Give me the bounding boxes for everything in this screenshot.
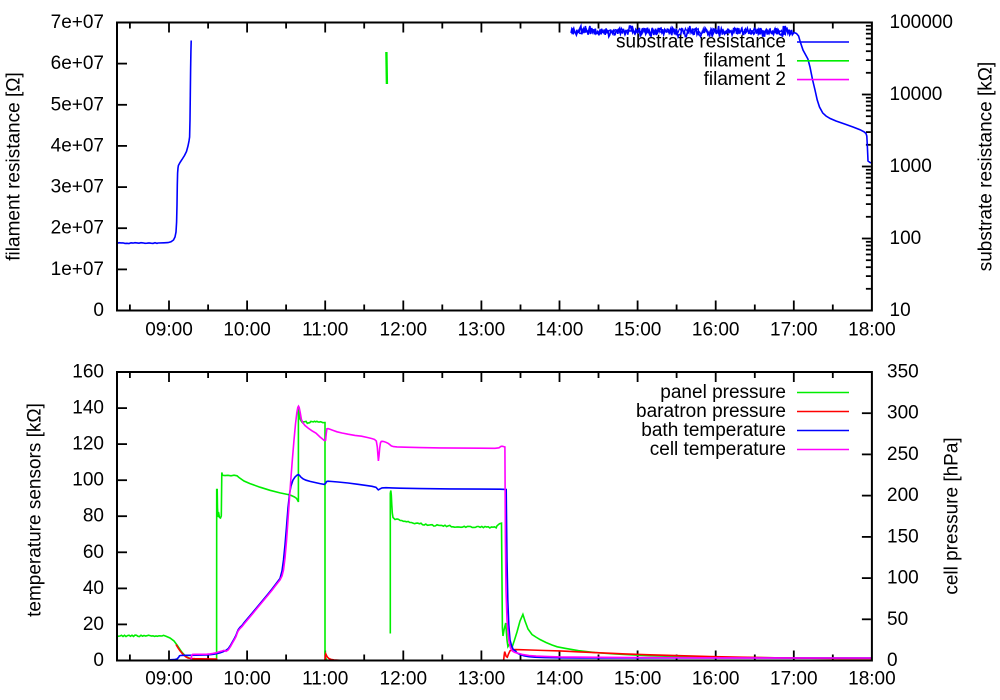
- svg-text:3e+07: 3e+07: [51, 177, 104, 198]
- svg-text:18:00: 18:00: [848, 320, 896, 341]
- svg-text:300: 300: [887, 403, 919, 424]
- svg-text:20: 20: [83, 614, 104, 635]
- svg-text:15:00: 15:00: [614, 320, 662, 341]
- svg-text:140: 140: [72, 398, 104, 419]
- svg-text:4e+07: 4e+07: [51, 135, 104, 156]
- svg-text:2e+07: 2e+07: [51, 218, 104, 239]
- svg-text:cell temperature: cell temperature: [650, 439, 786, 460]
- svg-text:substrate resistance: substrate resistance: [616, 32, 786, 53]
- svg-text:120: 120: [72, 434, 104, 455]
- svg-text:15:00: 15:00: [614, 668, 662, 689]
- svg-text:09:00: 09:00: [145, 668, 193, 689]
- svg-text:baratron pressure: baratron pressure: [636, 401, 786, 422]
- svg-text:18:00: 18:00: [848, 668, 896, 689]
- svg-text:filament resistance [Ω]: filament resistance [Ω]: [4, 72, 25, 260]
- svg-text:200: 200: [887, 485, 919, 506]
- svg-text:40: 40: [83, 578, 104, 599]
- svg-text:substrate resistance [kΩ]: substrate resistance [kΩ]: [976, 62, 997, 272]
- svg-text:160: 160: [72, 362, 104, 383]
- svg-text:12:00: 12:00: [380, 320, 428, 341]
- svg-text:bath temperature: bath temperature: [641, 420, 786, 441]
- svg-text:5e+07: 5e+07: [51, 94, 104, 115]
- svg-text:150: 150: [887, 526, 919, 547]
- svg-text:16:00: 16:00: [692, 668, 740, 689]
- svg-text:17:00: 17:00: [770, 668, 818, 689]
- svg-text:0: 0: [93, 300, 104, 321]
- svg-text:09:00: 09:00: [145, 320, 193, 341]
- svg-text:11:00: 11:00: [302, 668, 348, 689]
- svg-text:panel pressure: panel pressure: [660, 382, 786, 403]
- svg-text:10:00: 10:00: [223, 668, 271, 689]
- svg-text:10: 10: [890, 300, 911, 321]
- svg-text:17:00: 17:00: [770, 320, 818, 341]
- svg-text:100: 100: [887, 568, 919, 589]
- svg-text:11:00: 11:00: [302, 320, 348, 341]
- svg-text:cell pressure [hPa]: cell pressure [hPa]: [942, 437, 963, 594]
- svg-text:1000: 1000: [890, 156, 932, 177]
- svg-text:0: 0: [887, 650, 898, 671]
- svg-text:14:00: 14:00: [536, 320, 584, 341]
- svg-text:60: 60: [83, 542, 104, 563]
- svg-text:100: 100: [72, 470, 104, 491]
- svg-text:100: 100: [890, 228, 922, 249]
- svg-text:100000: 100000: [890, 12, 953, 33]
- svg-text:10000: 10000: [890, 84, 943, 105]
- svg-text:14:00: 14:00: [536, 668, 584, 689]
- svg-text:10:00: 10:00: [223, 320, 271, 341]
- svg-text:250: 250: [887, 444, 919, 465]
- svg-text:1e+07: 1e+07: [51, 259, 104, 280]
- svg-text:filament 2: filament 2: [704, 69, 786, 90]
- svg-text:filament 1: filament 1: [704, 50, 786, 71]
- svg-text:13:00: 13:00: [458, 320, 506, 341]
- svg-text:13:00: 13:00: [458, 668, 506, 689]
- svg-text:6e+07: 6e+07: [51, 53, 104, 74]
- svg-text:temperature sensors [kΩ]: temperature sensors [kΩ]: [25, 403, 46, 617]
- svg-text:7e+07: 7e+07: [51, 12, 104, 33]
- svg-text:0: 0: [93, 650, 104, 671]
- svg-text:16:00: 16:00: [692, 320, 740, 341]
- svg-text:50: 50: [887, 609, 908, 630]
- svg-text:12:00: 12:00: [380, 668, 428, 689]
- svg-text:80: 80: [83, 506, 104, 527]
- svg-text:350: 350: [887, 362, 919, 383]
